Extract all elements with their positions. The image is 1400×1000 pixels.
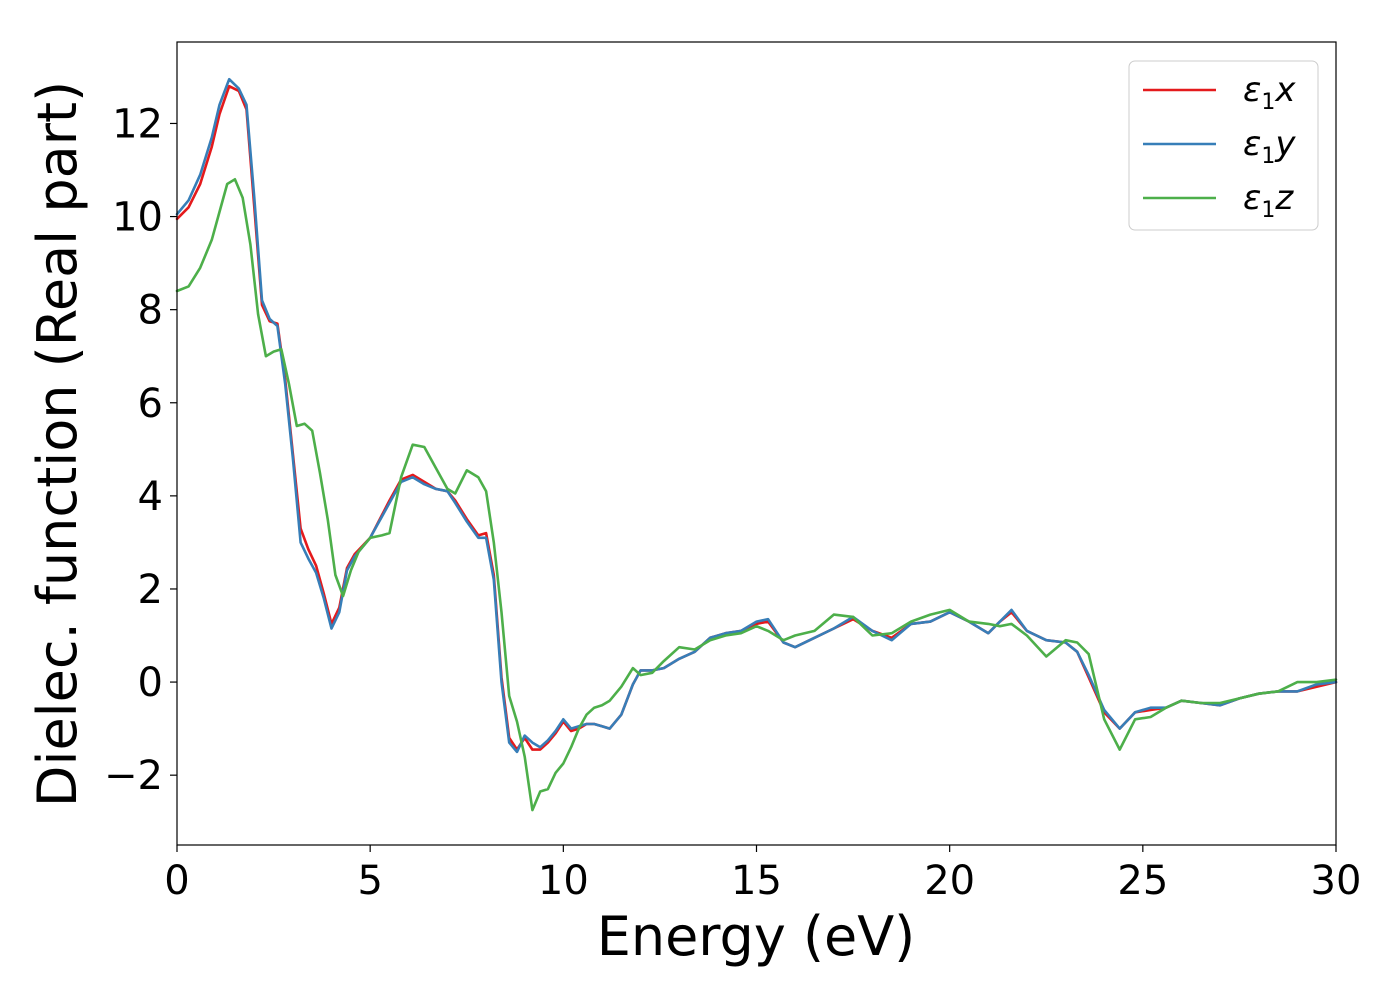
y-tick-label: 12 bbox=[112, 101, 163, 147]
legend-component: z bbox=[1274, 178, 1294, 218]
legend-subscript: 1 bbox=[1261, 198, 1275, 223]
x-axis-label: Energy (eV) bbox=[597, 905, 916, 968]
legend-symbol: ε bbox=[1243, 124, 1261, 164]
legend-component: y bbox=[1274, 124, 1296, 164]
x-tick-label: 20 bbox=[924, 858, 975, 904]
x-tick-label: 25 bbox=[1117, 858, 1168, 904]
legend-subscript: 1 bbox=[1261, 90, 1275, 115]
legend-symbol: ε bbox=[1243, 178, 1261, 218]
x-tick-label: 15 bbox=[731, 858, 782, 904]
x-tick-label: 0 bbox=[164, 858, 189, 904]
legend-label-z: ε1z bbox=[1243, 178, 1294, 223]
y-tick-label: 10 bbox=[112, 195, 163, 241]
y-axis: −2 0 2 4 6 8 10 12 bbox=[104, 101, 177, 799]
legend-box bbox=[1128, 60, 1319, 231]
x-tick-label: 5 bbox=[357, 858, 382, 904]
legend-component: x bbox=[1274, 70, 1296, 110]
x-axis: 0 5 10 15 20 25 30 bbox=[164, 845, 1361, 904]
x-tick-label: 30 bbox=[1311, 858, 1362, 904]
series-line-z bbox=[175, 178, 1338, 812]
series-layer bbox=[175, 77, 1338, 812]
y-tick-label: 2 bbox=[138, 567, 163, 613]
series-line-y bbox=[175, 77, 1338, 754]
legend-subscript: 1 bbox=[1261, 144, 1275, 169]
x-tick-label: 10 bbox=[538, 858, 589, 904]
y-tick-label: 8 bbox=[138, 288, 163, 334]
legend-label-y: ε1y bbox=[1243, 124, 1296, 169]
y-tick-label: −2 bbox=[104, 753, 163, 799]
y-tick-label: 6 bbox=[138, 381, 163, 427]
y-tick-label: 0 bbox=[138, 660, 163, 706]
y-tick-label: 4 bbox=[138, 474, 163, 520]
legend-label-x: ε1x bbox=[1243, 70, 1296, 115]
y-axis-label: Dielec. function (Real part) bbox=[26, 81, 89, 807]
legend-symbol: ε bbox=[1243, 70, 1261, 110]
